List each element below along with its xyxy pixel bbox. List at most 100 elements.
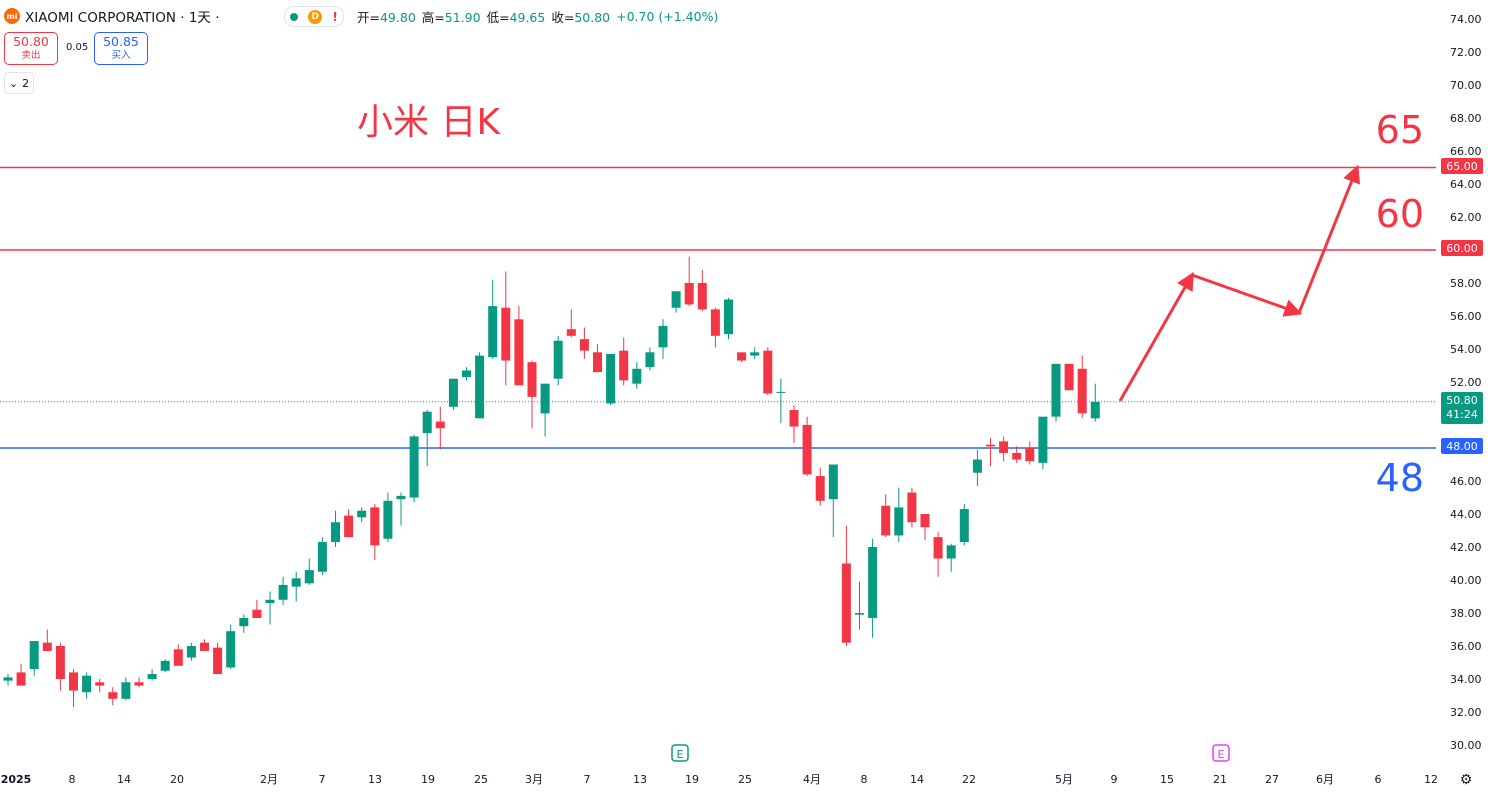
price-tick-label: 64.00 [1450, 178, 1482, 191]
candle-body [42, 642, 52, 651]
price-tick-label: 66.00 [1450, 145, 1482, 158]
candle-body [226, 631, 236, 668]
price-tick-label: 62.00 [1450, 211, 1482, 224]
candle-body [200, 642, 209, 651]
candle-body [344, 515, 354, 538]
time-tick-label: 15 [1160, 773, 1174, 786]
earnings-badge [671, 744, 689, 762]
candle-body [29, 641, 39, 670]
candle-body [514, 319, 524, 386]
change-value: +0.70 (+1.40%) [616, 8, 719, 24]
high-label: 高= [421, 9, 445, 25]
candle [383, 492, 393, 543]
time-tick-label: 4月 [803, 773, 821, 786]
projection-arrow [1297, 164, 1361, 314]
candle-body [841, 563, 851, 643]
candle [252, 599, 262, 618]
candle-body [3, 677, 13, 681]
candle [986, 438, 995, 467]
price-tick-label: 40.00 [1450, 574, 1482, 587]
candle [514, 306, 524, 386]
candle [108, 687, 118, 706]
time-tick-label: 12 [1424, 773, 1438, 786]
buy-button[interactable]: 50.85 买入 [94, 32, 148, 65]
time-tick-label: 13 [633, 773, 647, 786]
candle-body [946, 545, 956, 559]
candle-body [1012, 452, 1022, 460]
candle-body [553, 340, 563, 379]
price-tick-label: 36.00 [1450, 640, 1482, 653]
spread-value: 0.05 [66, 42, 89, 53]
candle [868, 538, 878, 638]
candle [1025, 441, 1035, 465]
price-tick-label: 38.00 [1450, 607, 1482, 620]
candle-body [435, 421, 445, 429]
candle [1012, 446, 1022, 463]
candle [462, 367, 471, 381]
symbol-title[interactable]: XIAOMI CORPORATION · 1天 · [25, 10, 220, 26]
candle-body [121, 682, 131, 699]
status-pill[interactable]: D ! [284, 6, 344, 27]
candle-body [540, 383, 550, 414]
price-tick-label: 32.00 [1450, 706, 1482, 719]
candle [972, 449, 982, 486]
candle [344, 509, 354, 538]
candle [527, 360, 537, 429]
candle-body [802, 424, 812, 475]
candle [645, 347, 655, 371]
candle [304, 558, 314, 585]
candle-body [357, 510, 367, 518]
candle-body [972, 459, 982, 473]
time-tick-label: 2025 [1, 773, 32, 786]
candle [579, 327, 589, 359]
candle [3, 674, 13, 686]
candle [789, 405, 799, 444]
candle [750, 347, 760, 359]
candle-body [95, 682, 105, 686]
candle [619, 337, 629, 386]
sell-button[interactable]: 50.80 卖出 [4, 32, 58, 65]
candle-body [1090, 401, 1100, 419]
time-tick-label: 14 [910, 773, 924, 786]
chart-annotation-title[interactable]: 小米 日K [357, 102, 501, 143]
candle [828, 464, 838, 538]
candle [409, 434, 419, 503]
time-axis: 2025 8 14 20 2月 7 13 19 25 3月 7 13 19 25 4月 8 14 22 5月 9 15 2… [1, 772, 1473, 788]
time-tick-label: 7 [319, 773, 326, 786]
indicator-toggle-button[interactable]: ⌄ 2 [4, 72, 34, 94]
settings-gear-icon[interactable]: ⚙ [1460, 772, 1473, 788]
earnings-marker[interactable]: E [1212, 744, 1230, 762]
time-tick-label: 14 [117, 773, 131, 786]
time-tick-label: 8 [69, 773, 76, 786]
annotation-65[interactable]: 65 [1375, 108, 1424, 152]
candle [265, 591, 275, 625]
candle-body [894, 507, 904, 536]
annotation-60[interactable]: 60 [1375, 192, 1424, 236]
candle [907, 487, 917, 528]
symbol-header[interactable]: mi XIAOMI CORPORATION · 1天 · [4, 6, 220, 26]
price-axis: 30.00 32.00 34.00 36.00 38.00 40.00 42.00 44.00… [1450, 13, 1482, 752]
candle-body [160, 660, 170, 671]
xiaomi-logo-icon: mi [4, 8, 20, 24]
candle [1038, 416, 1048, 470]
candle [881, 494, 891, 538]
candle [82, 672, 92, 699]
earnings-marker[interactable]: E [671, 744, 689, 762]
candle [501, 271, 511, 386]
annotation-48[interactable]: 48 [1375, 456, 1424, 500]
time-tick-label: 2月 [260, 773, 278, 786]
time-tick-label: 25 [738, 773, 752, 786]
candle [396, 492, 406, 526]
candle-body [186, 646, 196, 658]
candle [134, 677, 144, 688]
candle [147, 669, 157, 681]
price-tick-label: 30.00 [1450, 739, 1482, 752]
candle-body [750, 352, 760, 356]
candle-body [658, 325, 668, 348]
time-tick-label: 27 [1265, 773, 1279, 786]
candle-body [579, 339, 589, 351]
price-tag-60: 60.00 [1441, 240, 1483, 256]
candle-body [82, 675, 92, 693]
candle-body [448, 378, 458, 407]
